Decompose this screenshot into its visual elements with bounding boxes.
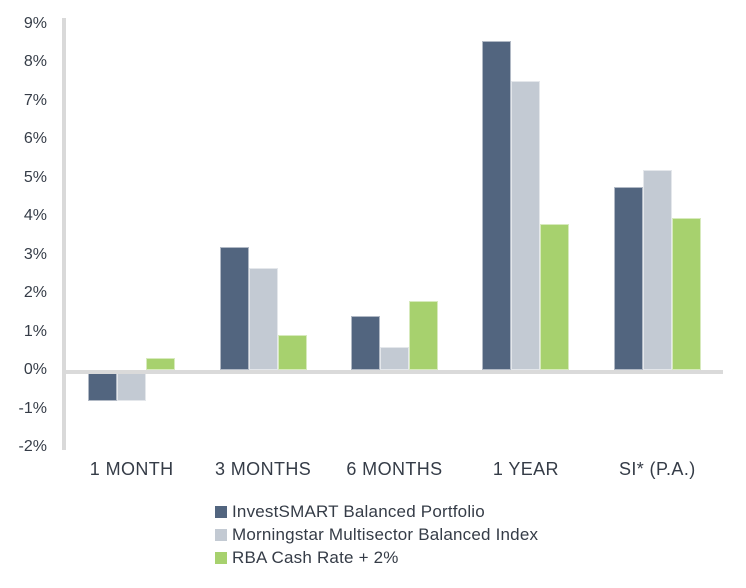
- y-tick-label-7: 7%: [23, 91, 47, 109]
- bar-rba-cash-rate-2-1-year: [540, 223, 570, 370]
- legend-item-morningstar-multisector-balanced-index: Morningstar Multisector Balanced Index: [215, 523, 538, 546]
- bar-morningstar-multisector-balanced-index-6-months: [380, 346, 409, 370]
- bar-morningstar-multisector-balanced-index-1-year: [511, 81, 541, 370]
- legend-swatch-icon: [215, 551, 227, 564]
- x-label-3-months: 3 MONTHS: [214, 459, 312, 479]
- bar-investsmart-balanced-portfolio-si-p-a: [613, 187, 643, 370]
- legend-label: InvestSMART Balanced Portfolio: [232, 501, 485, 521]
- legend-item-rba-cash-rate-2: RBA Cash Rate + 2%: [215, 546, 538, 569]
- bar-investsmart-balanced-portfolio-1-year: [482, 40, 512, 370]
- y-tick-label-1: 1%: [23, 322, 47, 340]
- zero-baseline: [66, 370, 723, 374]
- bar-investsmart-balanced-portfolio-6-months: [351, 316, 380, 370]
- x-label-6-months: 6 MONTHS: [346, 459, 443, 479]
- bar-rba-cash-rate-2-si-p-a: [671, 217, 701, 370]
- legend-label: RBA Cash Rate + 2%: [232, 547, 399, 567]
- legend-swatch-icon: [215, 528, 227, 541]
- bar-rba-cash-rate-2-1-month: [146, 358, 176, 370]
- y-tick-label-6: 6%: [23, 130, 47, 147]
- bar-rba-cash-rate-2-3-months: [277, 335, 307, 370]
- bar-morningstar-multisector-balanced-index-1-month: [117, 370, 147, 401]
- y-axis-line: [62, 18, 66, 450]
- y-tick-label-5: 5%: [23, 168, 47, 186]
- y-tick-label--1: -1%: [18, 399, 47, 417]
- legend: InvestSMART Balanced Portfolio Morningsta…: [215, 500, 538, 569]
- bar-morningstar-multisector-balanced-index-3-months: [248, 267, 278, 370]
- legend-label: Morningstar Multisector Balanced Index: [232, 524, 539, 544]
- x-label-si-p-a: SI* (P.A.): [618, 459, 696, 479]
- y-tick-label--2: -2%: [18, 438, 47, 455]
- bar-investsmart-balanced-portfolio-3-months: [219, 246, 249, 370]
- bar-investsmart-balanced-portfolio-1-month: [88, 370, 118, 401]
- y-tick-label-4: 4%: [23, 207, 47, 224]
- y-tick-label-0: 0%: [23, 361, 47, 378]
- x-label-1-month: 1 MONTH: [89, 459, 174, 479]
- y-tick-label-8: 8%: [23, 53, 47, 70]
- x-label-1-year: 1 YEAR: [492, 459, 559, 479]
- legend-item-investsmart-balanced-portfolio: InvestSMART Balanced Portfolio: [215, 500, 538, 523]
- bar-rba-cash-rate-2-6-months: [409, 300, 438, 370]
- bar-morningstar-multisector-balanced-index-si-p-a: [642, 169, 672, 370]
- legend-swatch-icon: [215, 505, 227, 518]
- y-tick-label-2: 2%: [23, 284, 47, 301]
- y-tick-label-3: 3%: [23, 245, 47, 263]
- y-tick-label-9: 9%: [23, 14, 47, 32]
